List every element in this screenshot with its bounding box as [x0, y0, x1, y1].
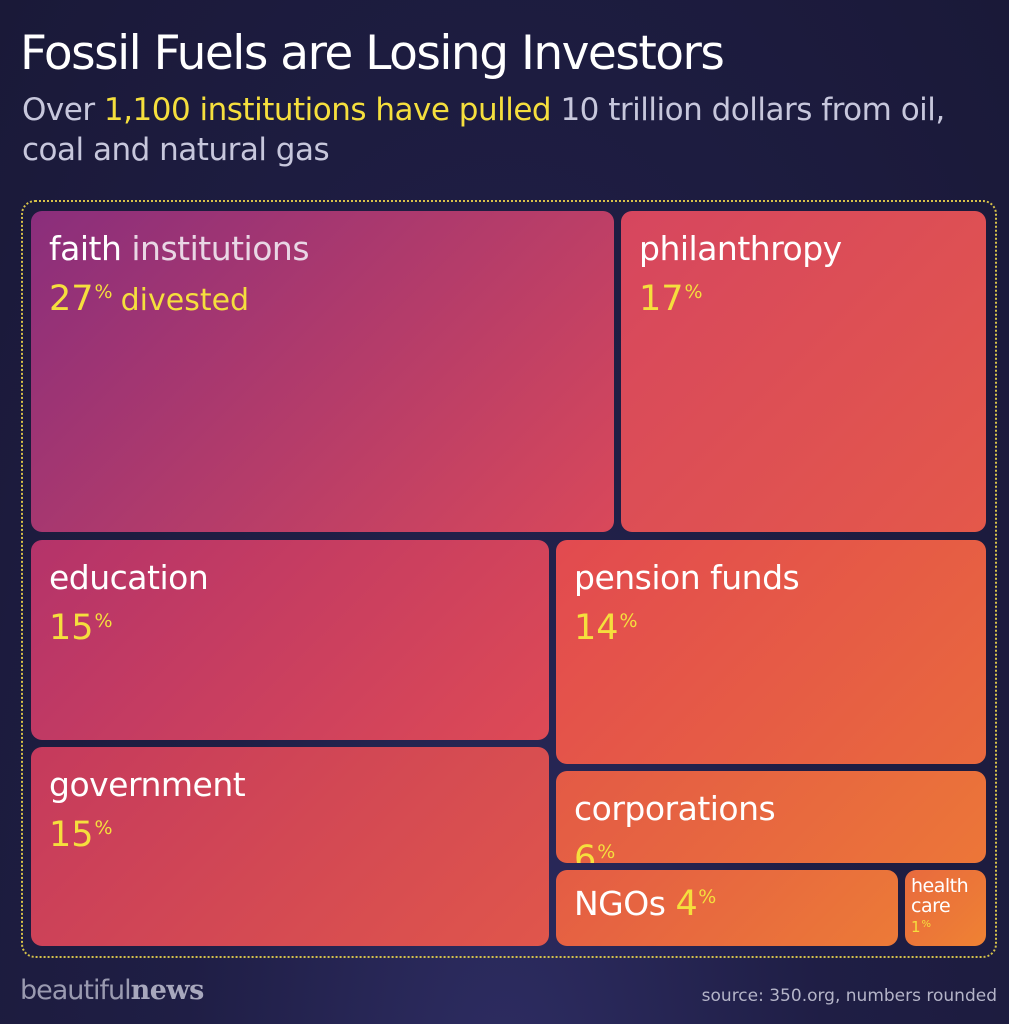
brand-logo: beautifulnews	[20, 975, 204, 1006]
subtitle: Over 1,100 institutions have pulled 10 t…	[22, 90, 982, 170]
tile-label: government	[49, 765, 246, 804]
percent-sign: %	[619, 610, 638, 632]
tile-value: 1%	[911, 918, 931, 936]
tile-value-number: 27	[49, 279, 94, 319]
tile-value-number: 1	[911, 918, 921, 936]
percent-sign: %	[698, 886, 716, 908]
tile-label-main: corporations	[574, 789, 776, 828]
tile-label-main: health care	[911, 875, 969, 917]
tile-label-main: government	[49, 765, 246, 804]
treemap-tile-pension: pension funds 14%	[556, 540, 986, 764]
percent-sign: %	[94, 610, 113, 632]
brand-light: beautiful	[20, 975, 132, 1006]
tile-value: 27% divested	[49, 279, 249, 319]
percent-sign: %	[94, 281, 113, 303]
tile-value-number: 14	[574, 608, 619, 648]
treemap-tile-government: government 15%	[31, 747, 549, 946]
tile-value-number: 17	[639, 279, 684, 319]
tile-value-number: 4	[675, 884, 698, 924]
brand-bold: news	[130, 975, 205, 1006]
tile-value-number: 6	[574, 839, 597, 863]
tile-label-main: philanthropy	[639, 229, 842, 268]
treemap-tile-education: education 15%	[31, 540, 549, 740]
percent-sign: %	[921, 919, 932, 930]
tile-label-main: NGOs	[574, 884, 666, 923]
subtitle-pre: Over	[22, 92, 104, 128]
treemap-tile-faith: faith institutions 27% divested	[31, 211, 614, 532]
tile-label: faith institutions	[49, 229, 310, 268]
tile-value: 17%	[639, 279, 703, 319]
treemap-tile-healthcare: health care 1%	[905, 870, 986, 946]
tile-label: education	[49, 558, 209, 597]
tile-label: health care	[911, 876, 986, 916]
tile-label-main: pension funds	[574, 558, 800, 597]
tile-label: NGOs 4%	[574, 884, 716, 924]
tile-label-main: faith	[49, 229, 122, 268]
percent-sign: %	[684, 281, 703, 303]
tile-value-number: 15	[49, 608, 94, 648]
page-title: Fossil Fuels are Losing Investors	[20, 26, 725, 81]
tile-label: philanthropy	[639, 229, 842, 268]
treemap-frame	[21, 200, 997, 958]
tile-value-suffix: divested	[120, 283, 250, 318]
treemap-tile-corporations: corporations 6%	[556, 771, 986, 863]
treemap-tile-ngos: NGOs 4%	[556, 870, 898, 946]
tile-label: corporations	[574, 789, 776, 828]
tile-value: 15%	[49, 815, 113, 855]
tile-value-number: 15	[49, 815, 94, 855]
tile-label-main: education	[49, 558, 209, 597]
treemap-tile-philanthropy: philanthropy 17%	[621, 211, 986, 532]
tile-value: 15%	[49, 608, 113, 648]
percent-sign: %	[94, 817, 113, 839]
subtitle-highlight: 1,100 institutions have pulled	[103, 92, 552, 128]
tile-value: 6%	[574, 839, 615, 863]
source-note: source: 350.org, numbers rounded	[701, 986, 997, 1006]
tile-value: 4%	[675, 884, 716, 924]
tile-label-secondary: institutions	[121, 229, 310, 268]
percent-sign: %	[597, 841, 616, 863]
tile-value: 14%	[574, 608, 638, 648]
tile-label: pension funds	[574, 558, 800, 597]
subtitle-post: 10 trillion dollars from oil, coal and n…	[22, 92, 945, 168]
